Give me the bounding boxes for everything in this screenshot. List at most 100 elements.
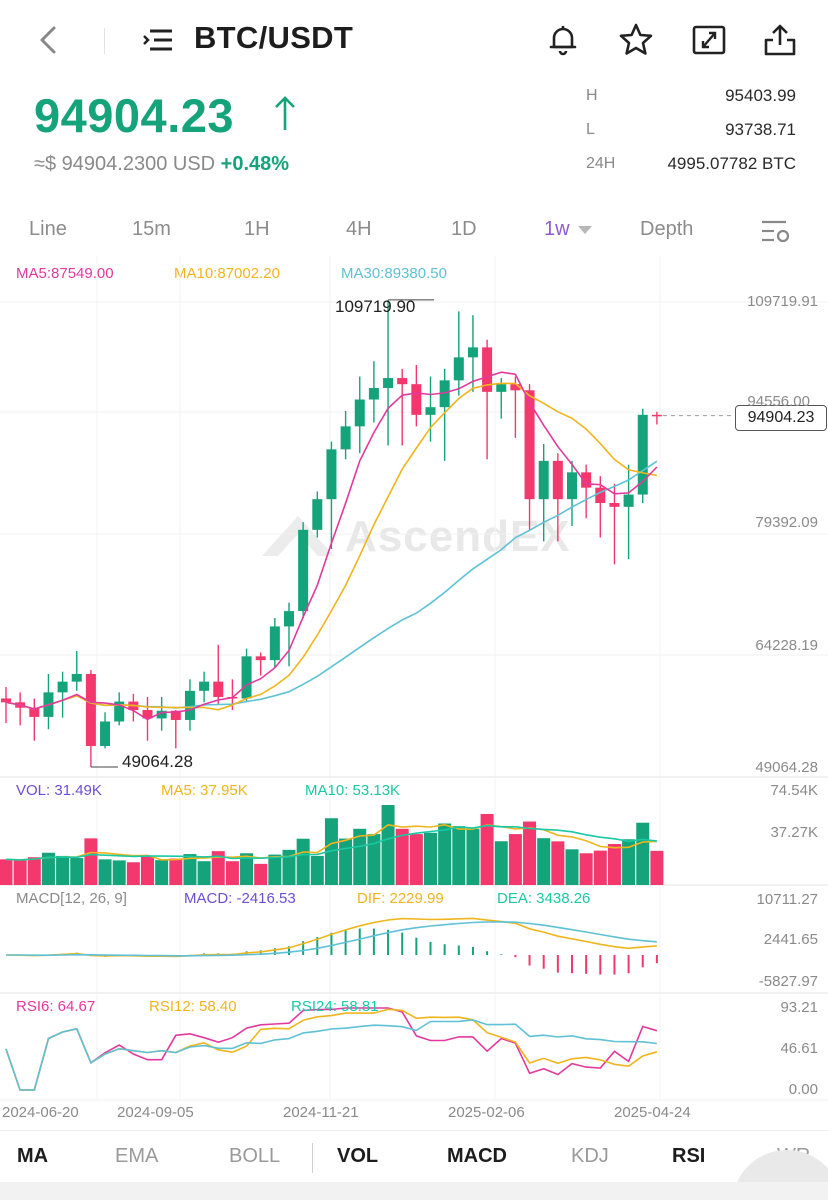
candle-body bbox=[510, 384, 521, 391]
chart-settings-icon[interactable] bbox=[760, 218, 792, 244]
date-tick: 2024-11-21 bbox=[283, 1104, 359, 1121]
price-change: +0.48% bbox=[220, 153, 290, 175]
indicator-tab-bar: MA EMA BOLL VOL MACD KDJ RSI WR bbox=[0, 1130, 828, 1182]
volume-bar bbox=[0, 859, 13, 885]
candle-body bbox=[57, 681, 68, 693]
volume-bar bbox=[56, 855, 70, 885]
ma5-legend: MA5:87549.00 bbox=[16, 265, 114, 282]
last-price: 94904.23 bbox=[34, 89, 235, 142]
low-label: L bbox=[586, 121, 595, 138]
date-tick: 2025-04-24 bbox=[614, 1104, 691, 1121]
candle-body bbox=[552, 460, 563, 500]
tab-rsi[interactable]: RSI bbox=[672, 1145, 706, 1167]
candle-body bbox=[637, 414, 648, 495]
rsi24-line bbox=[5, 1019, 657, 1091]
candle-body bbox=[340, 426, 351, 450]
candle-body bbox=[651, 414, 662, 417]
dea-line bbox=[6, 921, 657, 957]
low-value: 93738.71 bbox=[725, 120, 796, 139]
price-axis-tick: 79392.09 bbox=[755, 514, 818, 531]
fullscreen-icon[interactable] bbox=[689, 20, 729, 60]
volume-bar bbox=[126, 862, 140, 885]
tab-1d[interactable]: 1D bbox=[451, 218, 477, 240]
vol-ma5-legend: MA5: 37.95K bbox=[161, 782, 248, 799]
volume-bar bbox=[268, 854, 282, 885]
candle-body bbox=[581, 472, 592, 488]
candle-body bbox=[114, 701, 125, 722]
pair-title[interactable]: BTC/USDT bbox=[194, 20, 354, 55]
price-axis-tick: 94556.00 bbox=[747, 393, 810, 410]
candle-body bbox=[255, 656, 266, 661]
volume-bar bbox=[622, 839, 636, 885]
candle-body bbox=[241, 656, 252, 699]
rsi-axis-top: 93.21 bbox=[780, 999, 818, 1016]
candle-body bbox=[496, 384, 507, 392]
volume-bar bbox=[537, 838, 551, 885]
volume-bar bbox=[70, 858, 84, 885]
rsi12-legend: RSI12: 58.40 bbox=[149, 998, 237, 1015]
candle-body bbox=[453, 357, 464, 381]
volume-bar bbox=[466, 828, 480, 885]
volume-bar bbox=[494, 841, 508, 885]
candle-body bbox=[85, 673, 96, 747]
volume-bar bbox=[452, 826, 466, 885]
tab-1w[interactable]: 1w bbox=[544, 218, 593, 241]
menu-icon[interactable] bbox=[140, 22, 176, 58]
volume-bar bbox=[155, 860, 169, 885]
tab-kdj[interactable]: KDJ bbox=[571, 1145, 609, 1167]
volume-bar bbox=[409, 834, 423, 885]
tab-line[interactable]: Line bbox=[29, 218, 67, 240]
high-value: 95403.99 bbox=[725, 86, 796, 105]
volume-bar bbox=[13, 860, 27, 885]
tab-depth[interactable]: Depth bbox=[640, 218, 694, 240]
bell-icon[interactable] bbox=[543, 20, 583, 60]
tab-boll[interactable]: BOLL bbox=[229, 1145, 281, 1167]
volume-bar bbox=[650, 850, 664, 885]
share-icon[interactable] bbox=[760, 20, 800, 60]
ma5-line bbox=[5, 371, 658, 721]
tab-vol[interactable]: VOL bbox=[337, 1145, 379, 1167]
volume-bar bbox=[579, 853, 593, 885]
back-icon[interactable] bbox=[30, 20, 70, 60]
ma10-legend: MA10:87002.20 bbox=[174, 265, 280, 282]
volume-bar bbox=[240, 853, 254, 885]
volume-bar bbox=[508, 834, 522, 885]
volume-bar bbox=[607, 844, 621, 885]
top-bar: BTC/USDT bbox=[0, 0, 828, 80]
volume-bar bbox=[551, 841, 565, 885]
tab-1h[interactable]: 1H bbox=[244, 218, 270, 240]
date-tick: 2025-02-06 bbox=[448, 1104, 525, 1121]
volume-bar bbox=[523, 821, 537, 885]
candle-body bbox=[623, 494, 634, 507]
candle-body bbox=[439, 380, 450, 408]
volume-bar bbox=[438, 823, 452, 885]
candle-body bbox=[142, 709, 153, 719]
volume-bar bbox=[197, 861, 211, 885]
vol-ma10-legend: MA10: 53.13K bbox=[305, 782, 401, 799]
candle-body bbox=[71, 673, 82, 682]
volume-bar bbox=[27, 857, 41, 885]
volume-bar bbox=[395, 828, 409, 885]
candle-body bbox=[383, 378, 394, 389]
vol-axis-mid: 37.27K bbox=[770, 824, 818, 841]
candle-body bbox=[284, 611, 294, 627]
macd-title: MACD[12, 26, 9] bbox=[16, 890, 127, 907]
dif-legend: DIF: 2229.99 bbox=[357, 890, 444, 907]
star-icon[interactable] bbox=[616, 20, 656, 60]
volume-bar bbox=[98, 859, 112, 885]
tab-macd[interactable]: MACD bbox=[447, 1145, 507, 1167]
tab-4h[interactable]: 4H bbox=[346, 218, 372, 240]
macd-legend: MACD: -2416.53 bbox=[184, 890, 296, 907]
tab-ema[interactable]: EMA bbox=[115, 1145, 159, 1167]
candle-body bbox=[595, 487, 606, 504]
volume-bar bbox=[41, 852, 55, 885]
ascendex-logo-watermark bbox=[262, 516, 334, 556]
caret-down-icon bbox=[578, 225, 593, 234]
candle-body bbox=[397, 378, 408, 385]
tab-ma[interactable]: MA bbox=[17, 1145, 49, 1167]
volume-bar bbox=[254, 863, 268, 885]
volume-bar bbox=[310, 855, 324, 885]
candle-body bbox=[609, 503, 620, 507]
kline-chart[interactable] bbox=[0, 0, 828, 1130]
tab-15m[interactable]: 15m bbox=[132, 218, 171, 240]
